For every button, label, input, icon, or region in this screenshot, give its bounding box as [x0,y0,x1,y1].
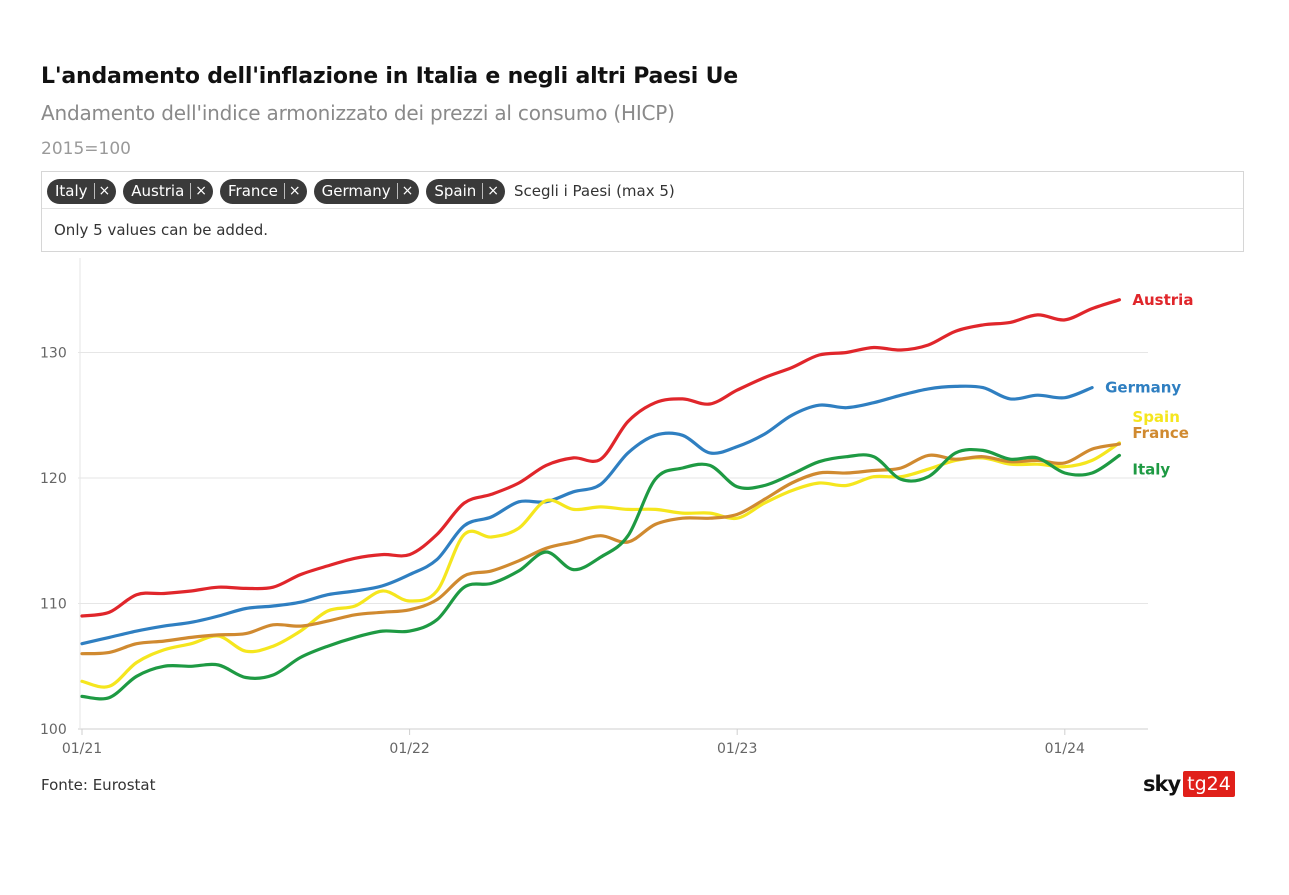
remove-italy-icon[interactable]: × [98,183,111,199]
series-label-austria: Austria [1132,291,1193,309]
x-tick-label: 01/23 [717,741,757,757]
y-tick-label: 130 [40,346,67,362]
tag-separator [396,183,398,199]
x-tick-label: 01/22 [389,741,429,757]
remove-austria-icon[interactable]: × [195,183,208,199]
tag-label: France [228,182,278,200]
series-label-italy: Italy [1132,460,1170,478]
logo-tg24: tg24 [1183,771,1235,797]
series-line-italy [80,447,1121,701]
selector-divider [42,208,1243,209]
chart-subtitle: Andamento dell'indice armonizzato dei pr… [41,101,675,125]
x-tick-label: 01/24 [1045,741,1085,757]
tag-separator [190,183,192,199]
remove-france-icon[interactable]: × [288,183,301,199]
tag-france: France × [220,178,307,204]
tag-separator [283,183,285,199]
source-note: Fonte: Eurostat [41,776,156,794]
axes: 100 110 120 130 01/21 01/22 01/23 01/24 [40,346,1085,758]
remove-spain-icon[interactable]: × [487,183,499,199]
y-tick-label: 110 [40,597,67,613]
country-search-input[interactable]: Scegli i Paesi (max 5) [513,182,675,200]
series-label-germany: Germany [1105,379,1181,397]
country-selector[interactable]: Italy × Austria × France × Germany × Spa… [41,171,1244,252]
dropdown-message: Only 5 values can be added. [54,221,268,239]
x-tick-label: 01/21 [62,741,102,757]
remove-germany-icon[interactable]: × [401,183,414,199]
tag-label: Italy [55,182,88,200]
tag-spain: Spain × [426,178,505,204]
series-label-spain: Spain [1132,408,1179,426]
tag-label: Germany [321,182,391,200]
series-line-france [80,442,1121,656]
tag-separator [482,183,484,199]
y-tick-label: 120 [40,471,67,487]
series-lines [80,298,1121,701]
series-line-austria [80,298,1121,618]
sky-tg24-logo: sky tg24 [1143,770,1235,798]
series-line-spain [80,441,1121,689]
tag-germany: Germany × [313,178,420,204]
base-note: 2015=100 [41,139,131,159]
tag-austria: Austria × [123,178,214,204]
logo-sky: sky [1143,772,1181,796]
tag-italy: Italy × [47,178,117,204]
tag-label: Austria [131,182,185,200]
y-tick-label: 100 [40,722,67,738]
tag-label: Spain [434,182,477,200]
tag-separator [93,183,95,199]
chart-title: L'andamento dell'inflazione in Italia e … [41,64,738,89]
tag-row: Italy × Austria × France × Germany × Spa… [47,177,675,205]
series-label-france: France [1132,424,1189,442]
gridlines [78,258,1148,730]
series-line-germany [80,384,1094,646]
